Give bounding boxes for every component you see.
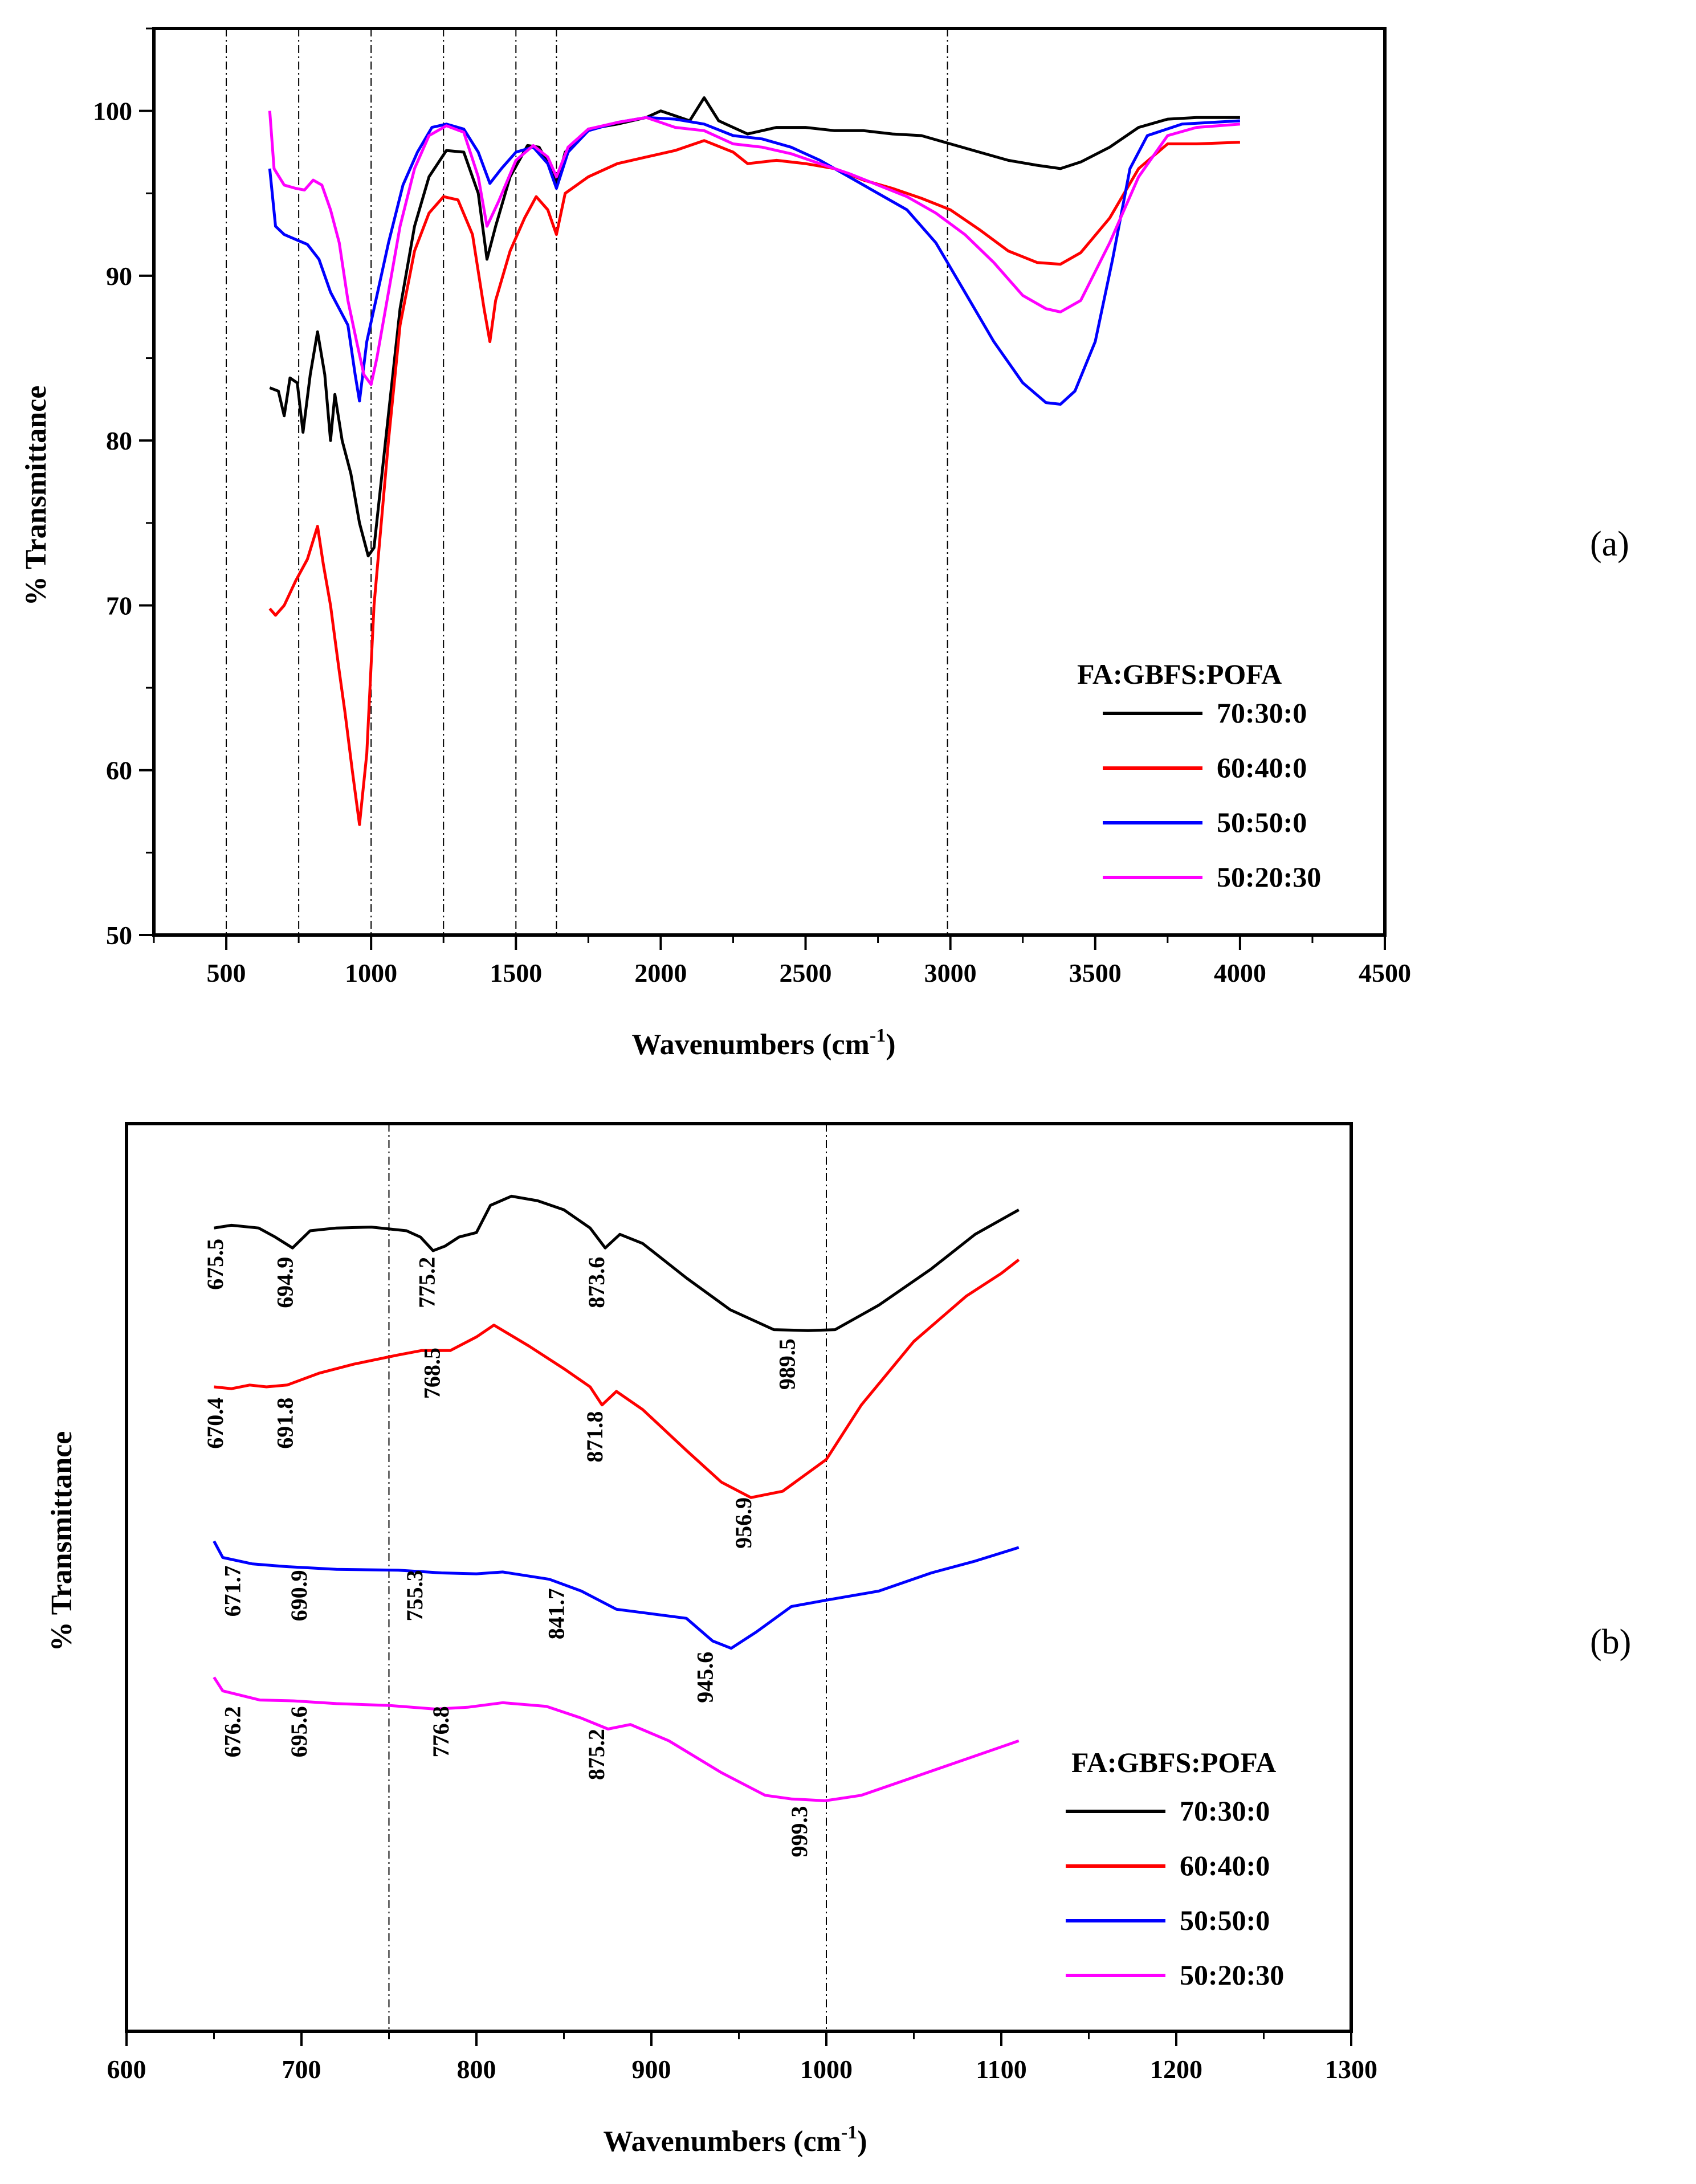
x-tick-label: 2000 bbox=[634, 958, 687, 987]
x-tick-label: 700 bbox=[282, 2055, 321, 2084]
legend-label: 60:40:0 bbox=[1217, 752, 1307, 783]
peak-annotation: 675.5 bbox=[202, 1239, 228, 1290]
series-line-50-20-30 bbox=[213, 1676, 1020, 1802]
peak-annotation: 871.8 bbox=[582, 1411, 608, 1463]
x-axis-title-close: ) bbox=[886, 1028, 895, 1061]
legend-title: FA:GBFS:POFA bbox=[1071, 1746, 1276, 1778]
series-line-60-40-0 bbox=[268, 139, 1240, 826]
x-tick-label: 1300 bbox=[1325, 2055, 1377, 2084]
peak-annotation: 694.9 bbox=[272, 1257, 298, 1308]
x-tick-label: 1000 bbox=[345, 958, 397, 987]
y-tick-label: 100 bbox=[93, 97, 132, 126]
peak-annotation: 768.5 bbox=[419, 1348, 445, 1399]
x-tick-label: 800 bbox=[457, 2055, 496, 2084]
x-axis-title: Wavenumbers (cm-1) bbox=[603, 2122, 867, 2158]
peak-annotation: 873.6 bbox=[584, 1257, 609, 1308]
peak-annotation: 676.2 bbox=[220, 1706, 246, 1757]
x-tick-label: 900 bbox=[632, 2055, 671, 2084]
x-tick-label: 500 bbox=[207, 958, 246, 987]
series-line-60-40-0 bbox=[214, 1258, 1020, 1499]
x-axis-title-text: Wavenumbers (cm bbox=[631, 1028, 869, 1061]
peak-annotation: 945.6 bbox=[692, 1652, 717, 1703]
panel-label: (b) bbox=[1590, 1623, 1631, 1662]
y-tick-label: 70 bbox=[106, 591, 132, 620]
x-tick-label: 2500 bbox=[780, 958, 832, 987]
peak-annotation: 875.2 bbox=[584, 1729, 609, 1780]
y-tick-label: 80 bbox=[106, 426, 132, 455]
legend-label: 50:50:0 bbox=[1180, 1904, 1270, 1936]
series-line-70-30-0 bbox=[214, 1194, 1020, 1332]
chart-panel-b: 600 700 800 900 1000 1100 1200 1300 Wavenumbers … bbox=[46, 1122, 1631, 2158]
series-line-50-20-30 bbox=[268, 111, 1241, 386]
x-tick-label: 1200 bbox=[1150, 2055, 1202, 2084]
series-line-50-50-0 bbox=[268, 116, 1241, 406]
x-tick-label: 4500 bbox=[1359, 958, 1411, 987]
panel-label: (a) bbox=[1590, 525, 1629, 564]
x-tick-label: 4000 bbox=[1214, 958, 1266, 987]
legend-label: 60:40:0 bbox=[1180, 1850, 1270, 1881]
x-axis-title-superscript: -1 bbox=[870, 1025, 886, 1046]
x-axis-title-text: Wavenumbers (cm bbox=[603, 2125, 841, 2158]
legend-label: 50:50:0 bbox=[1217, 806, 1307, 838]
x-tick-label: 3500 bbox=[1069, 958, 1122, 987]
y-tick-label: 50 bbox=[106, 921, 132, 950]
x-axis-title-superscript: -1 bbox=[841, 2122, 857, 2143]
x-tick-label: 600 bbox=[107, 2055, 146, 2084]
legend-label: 70:30:0 bbox=[1180, 1795, 1270, 1827]
x-tick-label: 3000 bbox=[924, 958, 977, 987]
peak-annotation: 776.8 bbox=[428, 1706, 454, 1757]
x-axis-title: Wavenumbers (cm-1) bbox=[631, 1025, 895, 1061]
y-tick-label: 90 bbox=[106, 262, 132, 291]
peak-annotation: 755.3 bbox=[402, 1570, 427, 1621]
series-line-50-50-0 bbox=[213, 1540, 1020, 1650]
peak-annotation: 670.4 bbox=[202, 1398, 228, 1449]
y-axis-title: % Transmittance bbox=[20, 386, 52, 606]
x-tick-label: 1500 bbox=[490, 958, 542, 987]
x-tick-label: 1100 bbox=[976, 2055, 1026, 2084]
legend-label: 70:30:0 bbox=[1217, 697, 1307, 729]
peak-annotation: 671.7 bbox=[220, 1565, 246, 1616]
x-axis-title-close: ) bbox=[857, 2125, 867, 2158]
plot-frame bbox=[152, 27, 1387, 937]
peak-annotation: 775.2 bbox=[414, 1257, 439, 1308]
legend-label: 50:20:30 bbox=[1180, 1959, 1284, 1991]
peak-annotation: 691.8 bbox=[272, 1398, 298, 1449]
legend-label: 50:20:30 bbox=[1217, 861, 1321, 893]
peak-annotation: 841.7 bbox=[544, 1588, 569, 1639]
peak-annotation: 989.5 bbox=[774, 1338, 800, 1390]
y-axis-title: % Transmittance bbox=[46, 1431, 78, 1652]
peak-annotation: 999.3 bbox=[786, 1806, 812, 1858]
chart-panel-a: 500 1000 1500 2000 2500 3000 3500 4000 4500 50 60 7… bbox=[20, 27, 1629, 1061]
y-tick-label: 60 bbox=[106, 756, 132, 785]
peak-annotation: 690.9 bbox=[286, 1570, 312, 1621]
peak-annotation: 956.9 bbox=[731, 1497, 756, 1549]
x-tick-label: 1000 bbox=[800, 2055, 853, 2084]
peak-annotation: 695.6 bbox=[286, 1706, 312, 1757]
legend-title: FA:GBFS:POFA bbox=[1077, 658, 1282, 690]
